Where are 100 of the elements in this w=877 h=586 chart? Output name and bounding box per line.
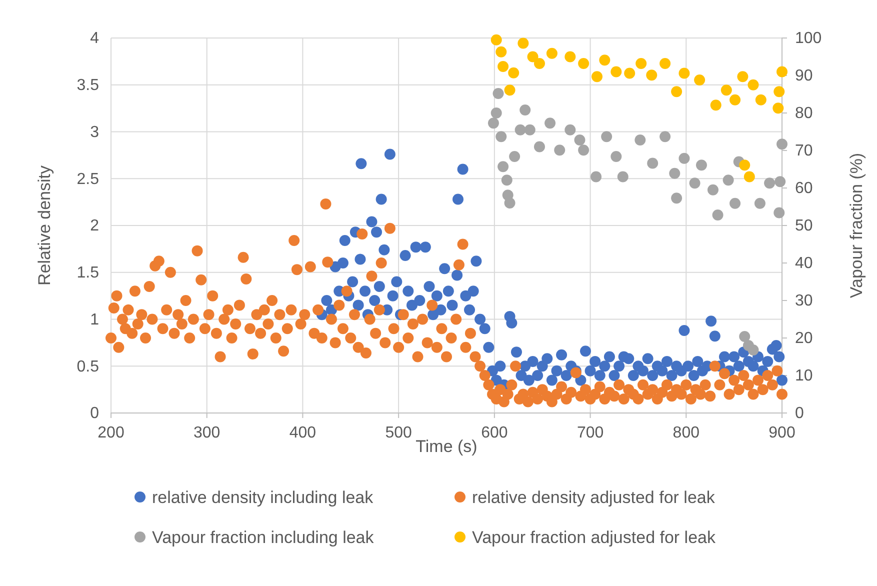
point bbox=[578, 58, 590, 69]
y2-tick-label: 100 bbox=[795, 30, 822, 48]
x-tick-label: 300 bbox=[194, 424, 220, 442]
point bbox=[492, 88, 504, 99]
point bbox=[748, 344, 759, 356]
point bbox=[599, 54, 610, 66]
legend-label: relative density including leak bbox=[152, 488, 374, 507]
y-axis-title: Relative density bbox=[35, 165, 54, 286]
x-tick-label: 700 bbox=[576, 424, 604, 442]
point bbox=[564, 124, 576, 136]
point bbox=[617, 171, 628, 182]
point bbox=[574, 134, 586, 146]
y-tick-label: 0.5 bbox=[76, 358, 100, 376]
point bbox=[671, 192, 682, 204]
point bbox=[739, 160, 750, 171]
y-tick-label: 3.5 bbox=[76, 76, 100, 94]
point bbox=[546, 48, 558, 59]
y2-tick-label: 90 bbox=[795, 68, 813, 85]
x-tick-label: 800 bbox=[672, 424, 700, 442]
point bbox=[720, 84, 732, 96]
point bbox=[498, 61, 509, 72]
point bbox=[520, 104, 531, 116]
y2-tick-label: 50 bbox=[795, 218, 813, 235]
point bbox=[501, 174, 512, 186]
point bbox=[748, 79, 759, 90]
point bbox=[496, 46, 507, 58]
point bbox=[678, 152, 690, 164]
point bbox=[578, 144, 590, 156]
point bbox=[504, 198, 516, 208]
point bbox=[534, 141, 545, 152]
point bbox=[710, 100, 722, 111]
y-tick-label: 4 bbox=[90, 30, 100, 48]
point bbox=[774, 86, 785, 98]
point bbox=[554, 144, 566, 156]
point bbox=[544, 118, 556, 129]
point bbox=[660, 131, 671, 142]
x-tick-label: 600 bbox=[481, 424, 508, 442]
point bbox=[754, 198, 766, 209]
legend-label: Vapour fraction adjusted for leak bbox=[472, 528, 716, 547]
x-tick-label: 200 bbox=[98, 424, 124, 442]
point bbox=[671, 86, 682, 98]
point bbox=[772, 102, 784, 114]
point bbox=[776, 66, 788, 78]
point bbox=[774, 176, 786, 188]
y2-tick-label: 10 bbox=[795, 368, 813, 385]
point bbox=[755, 94, 766, 106]
point bbox=[647, 158, 658, 169]
point bbox=[601, 131, 612, 142]
y2-tick-label: 80 bbox=[795, 105, 813, 122]
point bbox=[498, 161, 509, 172]
point bbox=[694, 74, 706, 86]
point bbox=[534, 58, 545, 69]
point bbox=[730, 198, 741, 209]
y2-tick-label: 0 bbox=[795, 405, 804, 422]
x-axis-title: Time (s) bbox=[416, 437, 478, 456]
legend-label: relative density adjusted for leak bbox=[472, 488, 716, 507]
point bbox=[739, 331, 750, 342]
point bbox=[591, 71, 602, 82]
point bbox=[646, 70, 658, 81]
point bbox=[514, 124, 526, 136]
point bbox=[737, 71, 748, 82]
point bbox=[490, 108, 502, 118]
point bbox=[696, 160, 707, 171]
point bbox=[744, 171, 755, 182]
point bbox=[590, 171, 602, 182]
point bbox=[624, 68, 636, 79]
point bbox=[488, 118, 499, 129]
point bbox=[678, 68, 690, 79]
point bbox=[636, 58, 647, 69]
point bbox=[524, 124, 536, 136]
point bbox=[610, 151, 622, 162]
y2-axis-title: Vapour fraction (%) bbox=[847, 152, 866, 298]
y2-tick-label: 40 bbox=[795, 255, 813, 272]
y-tick-label: 1 bbox=[90, 311, 100, 328]
point bbox=[764, 178, 776, 189]
point bbox=[490, 34, 502, 46]
y2-tick-label: 70 bbox=[795, 142, 813, 160]
point bbox=[634, 134, 646, 146]
y2-tick-label: 60 bbox=[795, 180, 813, 198]
y-tick-label: 2.5 bbox=[76, 170, 100, 188]
point bbox=[610, 66, 622, 78]
point bbox=[776, 138, 788, 150]
x-tick-label: 900 bbox=[768, 424, 796, 442]
point bbox=[518, 38, 529, 49]
point bbox=[660, 58, 671, 69]
x-tick-label: 400 bbox=[289, 424, 316, 442]
y-tick-label: 3 bbox=[90, 124, 100, 141]
point bbox=[669, 168, 680, 179]
legend-label: Vapour fraction including leak bbox=[152, 528, 374, 547]
point bbox=[774, 207, 785, 218]
point bbox=[496, 131, 507, 142]
point bbox=[508, 67, 520, 78]
point bbox=[504, 84, 516, 96]
y2-tick-label: 30 bbox=[795, 292, 813, 310]
point bbox=[509, 151, 520, 162]
point bbox=[689, 178, 700, 189]
y-tick-label: 1.5 bbox=[76, 264, 100, 282]
y-tick-label: 0 bbox=[90, 405, 100, 422]
x-tick-label: 500 bbox=[385, 424, 412, 442]
point bbox=[707, 184, 718, 196]
